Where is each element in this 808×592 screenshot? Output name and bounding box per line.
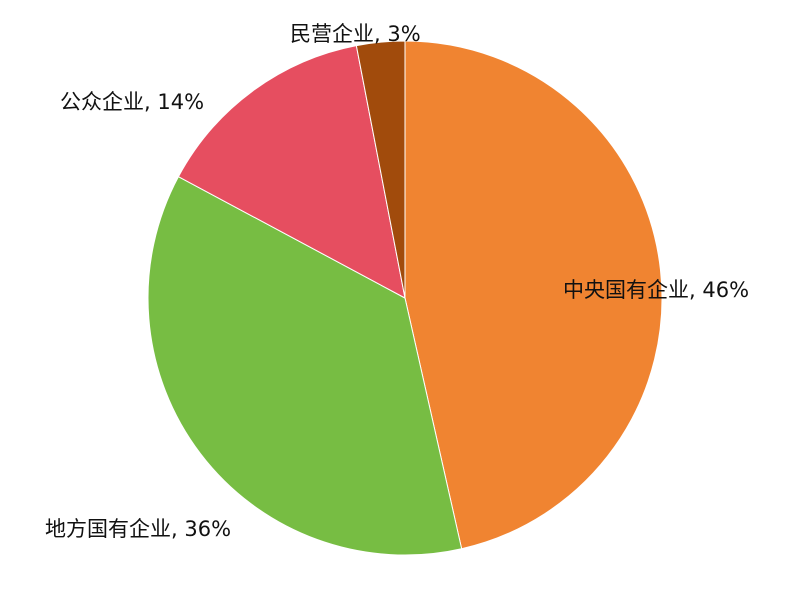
slice-label: 公众企业, 14% bbox=[60, 90, 204, 114]
pie-slice bbox=[355, 40, 406, 299]
pie-slice bbox=[147, 175, 463, 556]
slice-label: 地方国有企业, 36% bbox=[45, 517, 231, 541]
pie-labels: 中央国有企业, 46% 地方国有企业, 36% 公众企业, 14% 民营企业, 3% bbox=[45, 22, 749, 541]
pie-slices bbox=[147, 40, 663, 556]
pie-slice bbox=[177, 45, 406, 299]
pie-slice bbox=[404, 40, 663, 550]
slice-label: 中央国有企业, 46% bbox=[563, 278, 749, 302]
slice-label: 民营企业, 3% bbox=[290, 22, 421, 46]
